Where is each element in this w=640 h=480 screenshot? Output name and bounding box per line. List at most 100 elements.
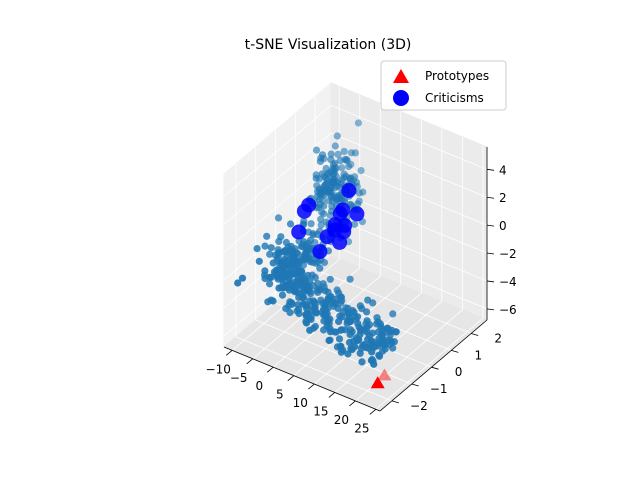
- data-point: [354, 319, 362, 327]
- data-point: [311, 273, 319, 282]
- z-tick-mark: [486, 308, 495, 311]
- data-point: [307, 290, 315, 298]
- criticism-point: [327, 222, 343, 238]
- x-grid-floor: [375, 318, 484, 410]
- data-point: [285, 275, 293, 284]
- x-tick-mark: [349, 400, 356, 407]
- data-point: [323, 322, 331, 330]
- z-grid-back: [330, 132, 488, 198]
- z-grid-back: [330, 160, 488, 226]
- x-tick-label: −5: [230, 371, 248, 385]
- data-point: [321, 306, 330, 314]
- data-point: [388, 326, 396, 334]
- data-point: [321, 301, 329, 309]
- data-point: [328, 299, 336, 307]
- y-tick-label: 1: [475, 348, 483, 362]
- data-point: [379, 330, 387, 338]
- x-axis-ticks: −10−5 05 10 15 20 25: [206, 350, 377, 435]
- y-tick-mark: [471, 333, 479, 336]
- data-point: [315, 185, 323, 193]
- data-point: [266, 273, 274, 281]
- data-point: [322, 312, 330, 320]
- y-tick-mark: [411, 383, 419, 387]
- x-tick-label: 15: [313, 404, 328, 418]
- data-point: [355, 189, 363, 197]
- x-tick-mark: [308, 383, 315, 390]
- z-tick-label: −4: [499, 275, 517, 289]
- data-point: [316, 264, 324, 272]
- data-point: [358, 358, 366, 366]
- criticism-point: [341, 183, 357, 198]
- data-point: [278, 291, 287, 299]
- data-point: [325, 197, 333, 205]
- data-point: [337, 342, 345, 350]
- z-grid-back: [330, 104, 488, 170]
- y-tick-label: 2: [494, 331, 502, 345]
- criticism-point: [312, 244, 328, 260]
- data-point: [335, 195, 343, 203]
- data-point: [295, 293, 303, 301]
- data-point: [264, 298, 272, 306]
- data-point: [306, 236, 314, 244]
- data-point: [377, 323, 385, 331]
- y-tick-mark: [451, 349, 459, 353]
- data-point: [312, 174, 320, 182]
- z-tick-mark: [486, 224, 495, 227]
- data-point: [336, 157, 344, 165]
- data-point: [295, 310, 303, 318]
- data-point: [285, 301, 293, 310]
- data-point: [350, 220, 359, 228]
- y-tick-mark: [391, 400, 399, 404]
- z-tick-mark: [486, 196, 495, 199]
- legend-prototypes-label: Prototypes: [425, 69, 489, 83]
- data-point: [317, 221, 325, 229]
- data-point: [253, 245, 261, 253]
- data-point: [344, 317, 352, 325]
- data-point: [313, 193, 321, 201]
- data-point: [364, 296, 372, 304]
- data-point: [277, 233, 285, 241]
- data-point: [363, 317, 371, 325]
- z-axis-ticks: −6 −4 −2 0 2 4: [486, 163, 517, 317]
- z-tick-label: 2: [499, 191, 507, 205]
- data-point: [331, 184, 339, 192]
- data-point: [375, 335, 383, 343]
- z-tick-label: −6: [499, 303, 517, 317]
- data-point: [329, 165, 337, 173]
- data-point: [279, 284, 287, 292]
- data-point: [347, 149, 355, 157]
- data-point: [375, 352, 384, 360]
- data-point: [335, 317, 343, 326]
- data-point: [379, 340, 387, 348]
- data-point: [331, 142, 339, 150]
- data-point: [286, 220, 295, 228]
- criticisms-series: [291, 183, 365, 260]
- data-point: [357, 167, 365, 175]
- x-tick-label: 10: [293, 396, 308, 410]
- x-tick-label: 20: [334, 413, 349, 427]
- axes-lines: [223, 147, 488, 412]
- data-point: [318, 170, 326, 178]
- data-point: [342, 155, 350, 164]
- data-point: [349, 307, 357, 315]
- data-point: [286, 308, 294, 317]
- x-tick-label: −10: [206, 362, 231, 376]
- y-axis-line: [379, 319, 488, 412]
- legend-criticisms-label: Criticisms: [425, 91, 484, 105]
- data-point: [289, 247, 297, 255]
- x-tick-mark: [369, 409, 377, 415]
- z-tick-mark: [486, 168, 495, 171]
- x-axis-line: [223, 346, 381, 412]
- y-tick-label: 0: [455, 365, 463, 379]
- data-point: [298, 283, 307, 292]
- data-point: [321, 287, 329, 295]
- x-tick-mark: [267, 366, 274, 373]
- data-point: [278, 261, 286, 269]
- data-point: [340, 147, 348, 155]
- data-point: [261, 267, 269, 275]
- data-point: [317, 215, 325, 223]
- x-tick-mark: [225, 350, 233, 356]
- data-point: [338, 164, 346, 172]
- data-point: [306, 297, 314, 305]
